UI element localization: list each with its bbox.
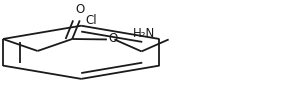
Text: O: O: [109, 33, 118, 45]
Text: O: O: [75, 3, 85, 15]
Text: Cl: Cl: [86, 14, 97, 27]
Text: H₂N: H₂N: [133, 27, 155, 40]
